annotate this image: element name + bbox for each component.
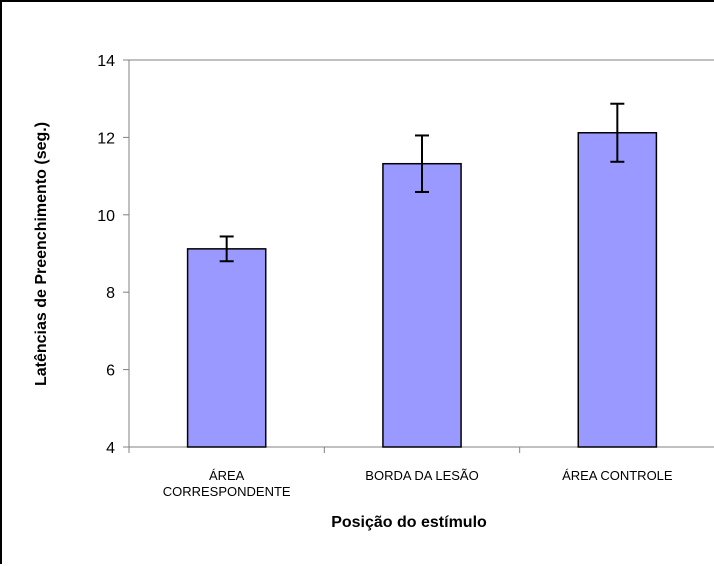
bar: [577, 132, 658, 448]
y-axis-title: Latências de Preenchimento (seg.): [33, 122, 50, 386]
error-bars: [219, 102, 625, 263]
bar: [186, 248, 267, 448]
bar: [382, 162, 462, 448]
y-tick-label: 12: [97, 130, 115, 147]
error-bar: [610, 102, 625, 163]
x-tick-label: ÁREA CORRESPONDENTE: [163, 468, 291, 499]
y-tick-label: 10: [97, 208, 115, 225]
y-tick-label: 8: [106, 285, 115, 302]
y-axis: 4 6 8 10 12 14: [97, 53, 129, 457]
error-bar: [415, 134, 429, 193]
y-tick-label: 14: [97, 53, 115, 70]
y-tick-label: 6: [106, 363, 115, 380]
category-labels: ÁREA CORRESPONDENTE BORDA DA LESÃO ÁREA CON…: [163, 468, 673, 499]
x-tick-label: ÁREA CONTROLE: [562, 468, 673, 483]
error-bar: [219, 235, 234, 263]
x-tick-label: BORDA DA LESÃO: [365, 468, 478, 483]
x-axis-title: Posição do estímulo: [331, 514, 487, 531]
x-axis: [128, 447, 521, 453]
bar-series: [186, 132, 658, 448]
y-tick-label: 4: [106, 440, 115, 457]
